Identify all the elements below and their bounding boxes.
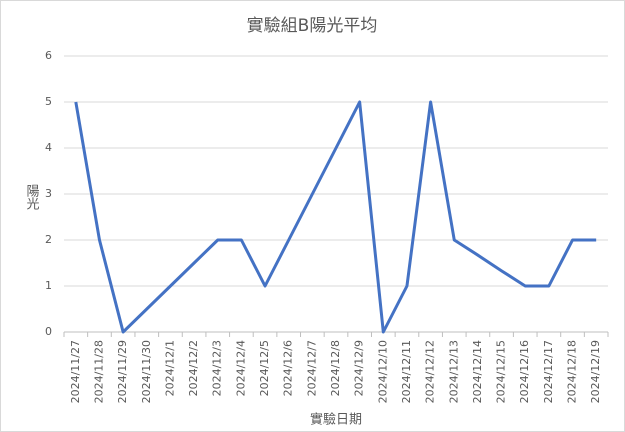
x-tick-label: 2024/12/6 xyxy=(282,340,295,396)
data-line xyxy=(74,100,597,334)
x-tick-label: 2024/12/1 xyxy=(163,340,176,396)
x-tick-label: 2024/12/15 xyxy=(495,340,508,403)
x-tick-label: 2024/12/17 xyxy=(542,340,555,403)
x-tick-label: 2024/12/16 xyxy=(518,340,531,403)
x-tick-label: 2024/12/19 xyxy=(589,340,602,403)
x-axis-title: 實驗日期 xyxy=(310,412,362,428)
x-tick-label: 2024/12/3 xyxy=(211,340,224,396)
y-tick-label: 6 xyxy=(45,49,52,62)
x-tick-label: 2024/12/14 xyxy=(471,340,484,403)
x-tick-label: 2024/12/7 xyxy=(305,340,318,396)
x-tick-label: 2024/11/28 xyxy=(92,340,105,403)
x-tick-label: 2024/12/12 xyxy=(424,340,437,403)
chart-title: 實驗組B陽光平均 xyxy=(247,16,378,36)
y-axis-title: 陽光 xyxy=(24,184,40,210)
x-tick-label: 2024/12/2 xyxy=(187,340,200,396)
x-tick-label: 2024/12/13 xyxy=(447,340,460,403)
x-tick-label: 2024/12/18 xyxy=(566,340,579,403)
x-tick-label: 2024/11/29 xyxy=(116,340,129,403)
x-tick-label: 2024/12/8 xyxy=(329,340,342,396)
x-tick-label: 2024/11/30 xyxy=(140,340,153,403)
x-tick-label: 2024/12/5 xyxy=(258,340,271,396)
y-tick-label: 3 xyxy=(45,187,52,200)
x-tick-label: 2024/12/4 xyxy=(234,340,247,396)
y-tick-label: 0 xyxy=(45,325,52,338)
x-tick-label: 2024/11/27 xyxy=(69,340,82,403)
y-tick-label: 1 xyxy=(45,279,52,292)
x-tick-label: 2024/12/9 xyxy=(353,340,366,396)
x-tick-label: 2024/12/11 xyxy=(400,340,413,403)
y-tick-label: 4 xyxy=(45,141,52,154)
y-tick-label: 2 xyxy=(45,233,52,246)
x-tick-label: 2024/12/10 xyxy=(376,340,389,403)
y-tick-label: 5 xyxy=(45,95,52,108)
